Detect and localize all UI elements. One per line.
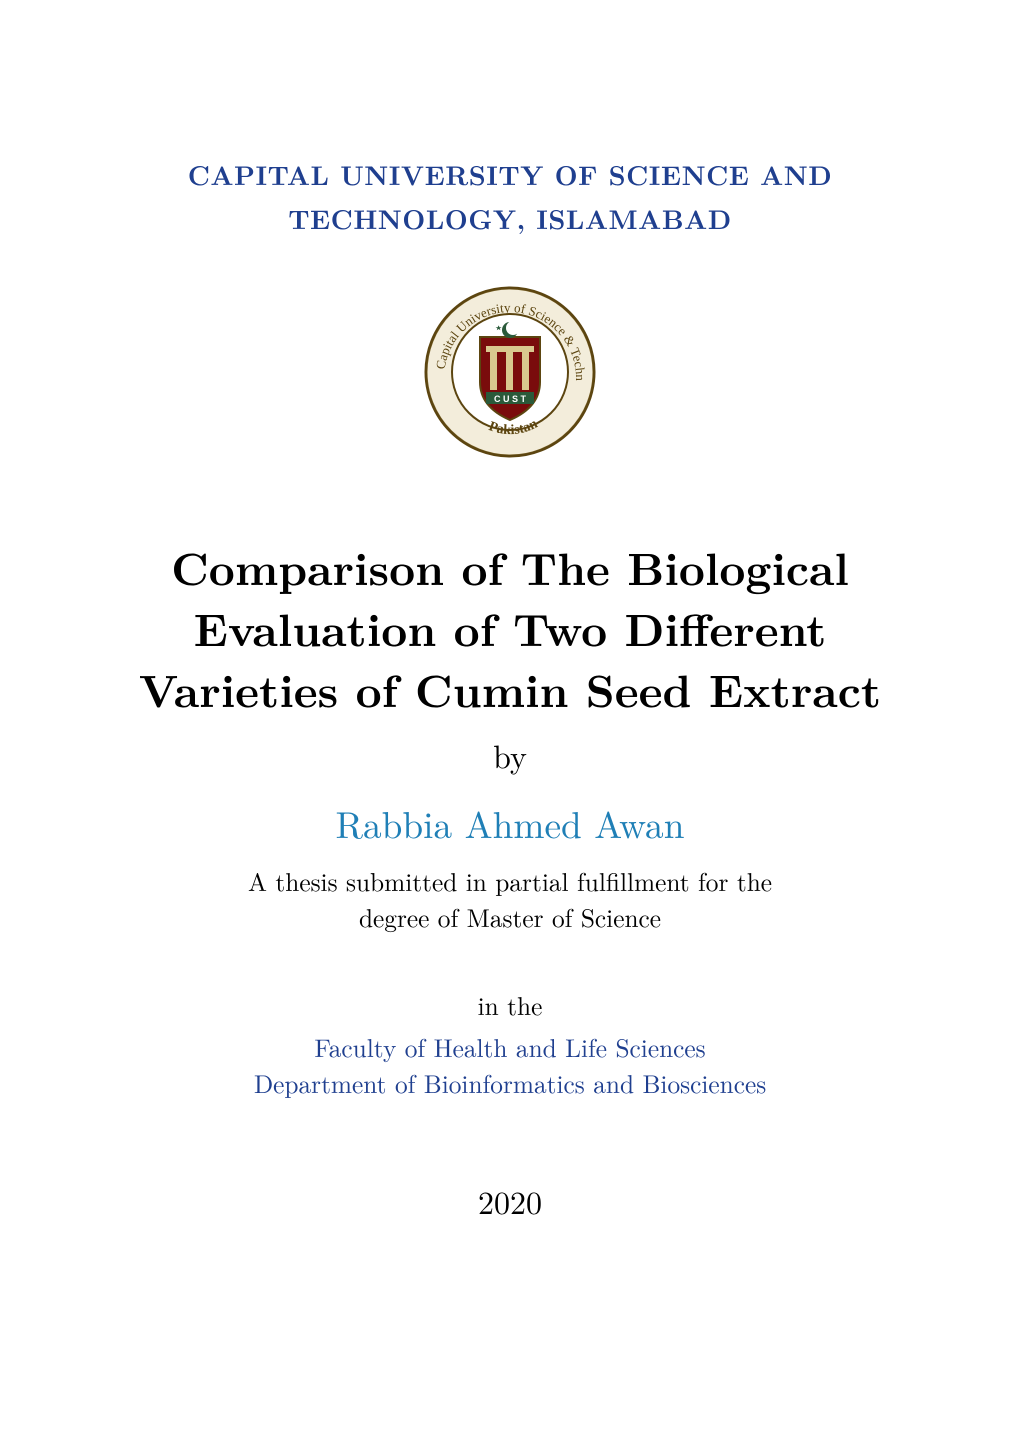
seal-svg: Capital University of Science & Technolo… [420,282,600,462]
submission-line1: A thesis submitted in partial fulfillmen… [110,863,910,899]
thesis-title-line3: Varieties of Cumin Seed Extract [110,659,910,720]
svg-text:C U S T: C U S T [494,394,527,404]
department-line: Department of Bioinformatics and Bioscie… [110,1065,910,1101]
year: 2020 [110,1179,910,1224]
university-seal-logo: Capital University of Science & Technolo… [420,282,600,462]
thesis-title-line2: Evaluation of Two Different [110,598,910,659]
in-the-label: in the [110,987,910,1023]
by-label: by [110,733,910,778]
university-name-line1: CAPITAL UNIVERSITY OF SCIENCE AND [110,155,910,193]
university-name-line2: TECHNOLOGY, ISLAMABAD [110,199,910,237]
thesis-title-line1: Comparison of The Biological [110,537,910,598]
author-name: Rabbia Ahmed Awan [110,796,910,849]
thesis-title-page: CAPITAL UNIVERSITY OF SCIENCE AND TECHNO… [0,0,1020,1442]
submission-line2: degree of Master of Science [110,899,910,935]
faculty-line: Faculty of Health and Life Sciences [110,1029,910,1065]
